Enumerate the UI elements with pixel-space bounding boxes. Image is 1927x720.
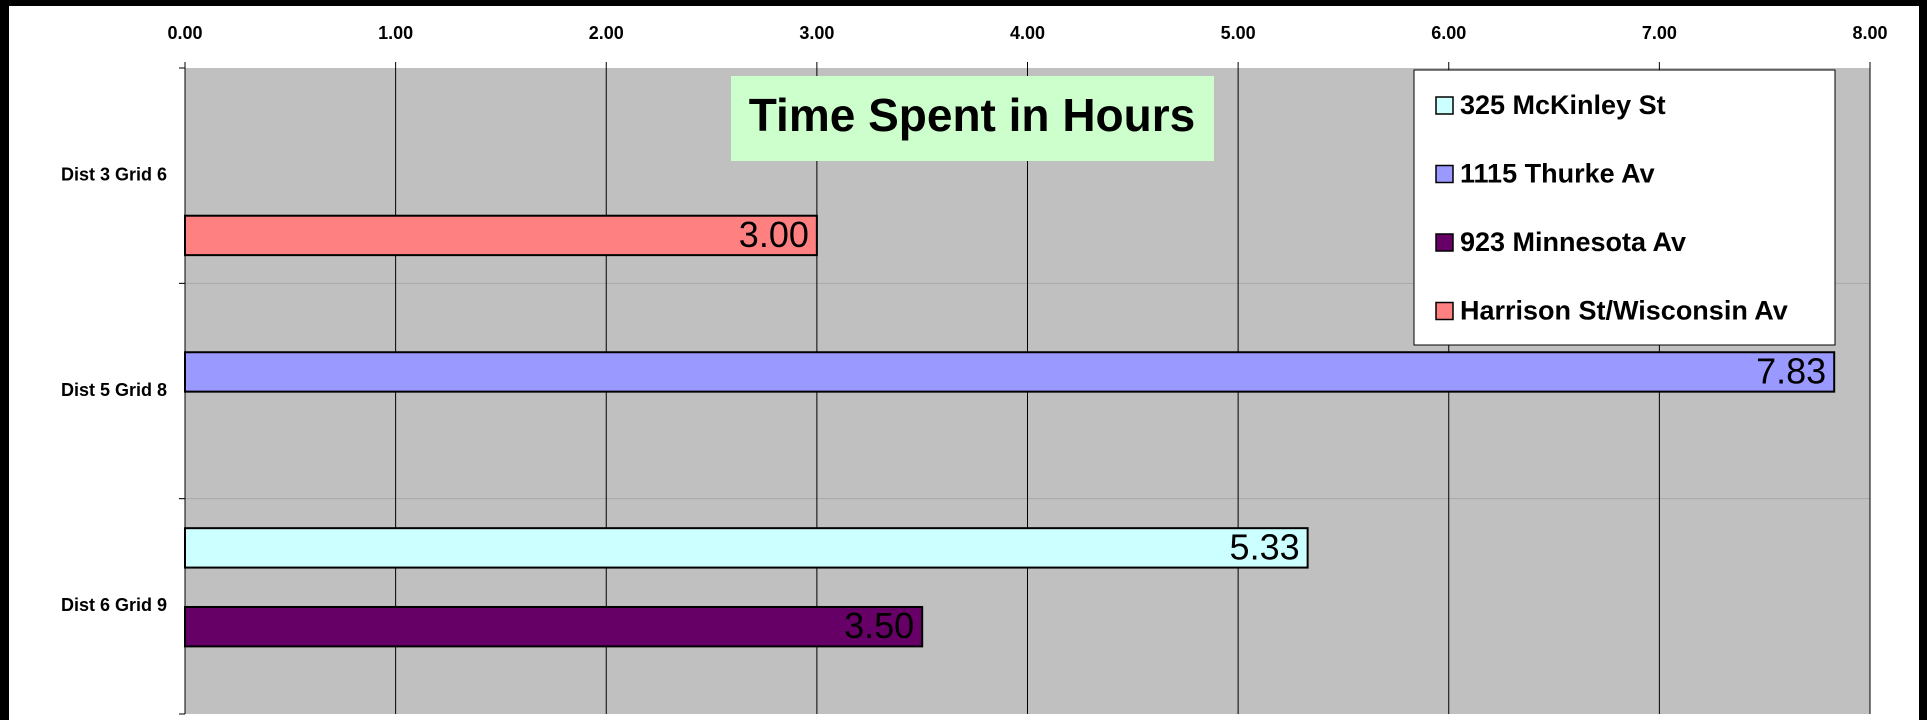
x-tick-label: 0.00 [167, 23, 202, 43]
x-tick-label: 3.00 [799, 23, 834, 43]
x-tick-label: 6.00 [1431, 23, 1466, 43]
x-tick-label: 8.00 [1852, 23, 1887, 43]
legend-label: 923 Minnesota Av [1460, 227, 1686, 257]
bar [184, 351, 1836, 393]
bar [184, 214, 818, 257]
legend-swatch [1435, 164, 1454, 184]
legend-swatch [1435, 96, 1454, 115]
y-tick-label: Dist 6 Grid 9 [61, 595, 167, 615]
legend-box [1413, 69, 1836, 346]
x-tick-label: 7.00 [1642, 23, 1677, 43]
x-tick-label: 1.00 [378, 23, 413, 43]
x-tick-label: 5.00 [1221, 23, 1256, 43]
legend-label: 325 McKinley St [1460, 90, 1666, 120]
bar [184, 605, 924, 648]
title-box [731, 76, 1214, 161]
y-tick-label: Dist 3 Grid 6 [61, 164, 167, 184]
y-tick-label: Dist 5 Grid 8 [61, 380, 167, 400]
x-tick-label: 4.00 [1010, 23, 1045, 43]
x-tick-label: 2.00 [589, 23, 624, 43]
data-label: 5.33 [1230, 526, 1300, 567]
data-label: 3.50 [844, 605, 914, 646]
data-label: 7.83 [1756, 350, 1826, 391]
legend-swatch [1435, 301, 1454, 321]
chart-title: Time Spent in Hours [749, 89, 1195, 141]
legend-label: Harrison St/Wisconsin Av [1460, 296, 1788, 326]
legend-label: 1115 Thurke Av [1460, 159, 1655, 189]
left-border [0, 0, 9, 720]
data-label: 3.00 [739, 214, 809, 255]
top-border [0, 0, 1927, 6]
right-border [1919, 0, 1927, 720]
legend-swatch [1435, 233, 1454, 252]
bar [184, 527, 1309, 569]
